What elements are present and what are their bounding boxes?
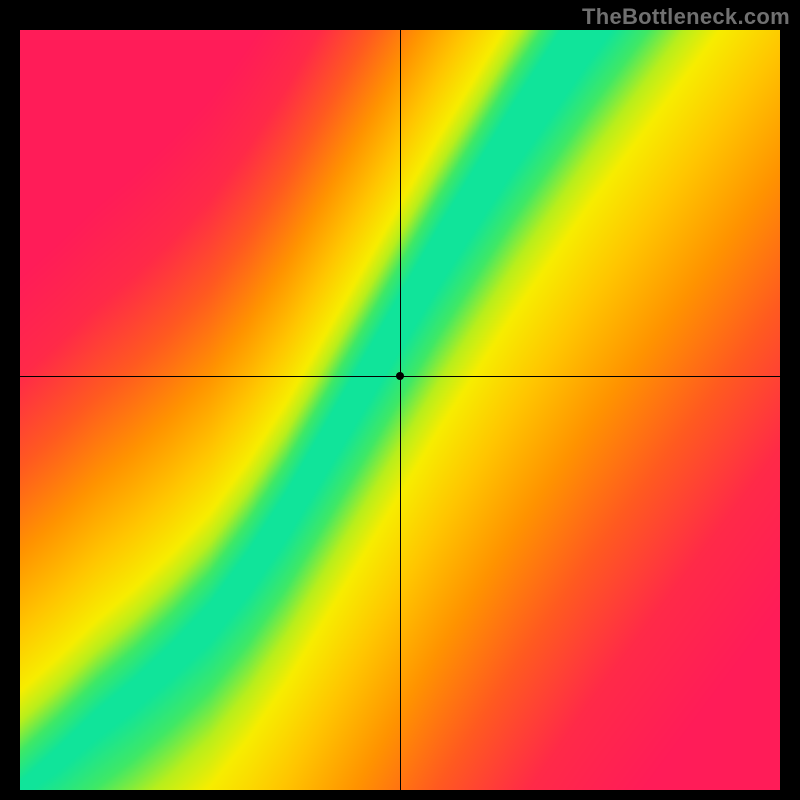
crosshair-vertical [400, 30, 401, 790]
operating-point-marker [396, 372, 404, 380]
root-container: TheBottleneck.com [0, 0, 800, 800]
bottleneck-heatmap [20, 30, 780, 790]
watermark-label: TheBottleneck.com [582, 4, 790, 30]
